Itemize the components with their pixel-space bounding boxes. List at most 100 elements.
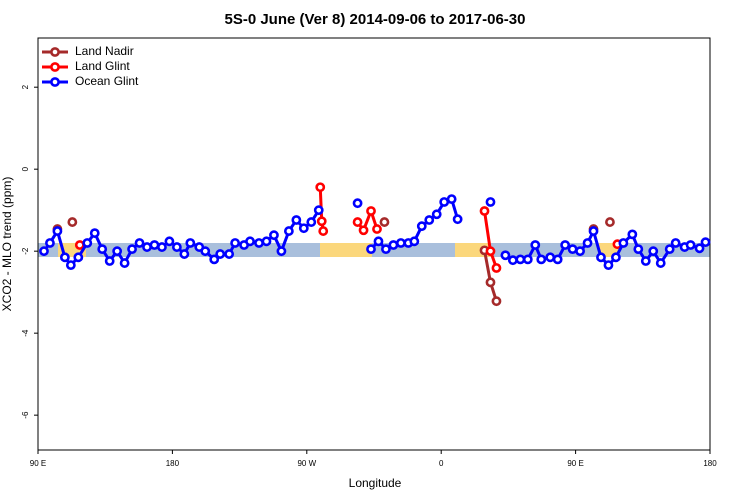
x-tick-label: 90 E bbox=[567, 459, 583, 468]
legend-label: Land Nadir bbox=[75, 44, 134, 58]
point bbox=[611, 252, 621, 263]
legend-marker bbox=[50, 47, 60, 57]
point bbox=[276, 246, 287, 257]
point bbox=[73, 252, 84, 263]
point bbox=[685, 240, 696, 250]
point bbox=[149, 240, 160, 250]
point bbox=[388, 240, 399, 250]
point bbox=[479, 206, 490, 216]
land-band bbox=[320, 243, 372, 257]
series bbox=[39, 194, 711, 271]
point bbox=[142, 242, 152, 252]
point bbox=[536, 254, 547, 265]
x-tick-label: 90 W bbox=[297, 459, 316, 468]
series bbox=[74, 182, 623, 273]
point bbox=[112, 246, 123, 257]
point bbox=[89, 228, 100, 239]
point bbox=[352, 217, 363, 227]
point bbox=[446, 194, 457, 205]
point bbox=[67, 217, 78, 227]
x-tick-label: 0 bbox=[439, 459, 444, 468]
point bbox=[82, 238, 93, 248]
point bbox=[352, 198, 363, 209]
y-tick-label: 2 bbox=[21, 84, 30, 89]
point bbox=[104, 256, 115, 266]
point bbox=[74, 240, 85, 250]
point bbox=[127, 244, 137, 255]
point bbox=[315, 182, 326, 193]
point bbox=[431, 209, 442, 220]
point bbox=[670, 238, 681, 248]
point bbox=[366, 244, 376, 255]
point bbox=[409, 236, 420, 247]
point bbox=[254, 238, 264, 248]
point bbox=[313, 205, 324, 216]
point bbox=[119, 258, 130, 268]
point bbox=[515, 254, 526, 265]
point bbox=[603, 260, 614, 271]
point bbox=[588, 226, 599, 236]
point bbox=[230, 238, 241, 248]
point bbox=[39, 246, 49, 257]
point bbox=[283, 226, 294, 236]
point bbox=[215, 249, 226, 259]
point bbox=[560, 240, 571, 250]
point bbox=[373, 236, 384, 247]
point bbox=[416, 221, 427, 232]
legend-marker bbox=[50, 62, 60, 72]
point bbox=[179, 249, 190, 259]
point bbox=[316, 216, 327, 227]
point bbox=[269, 230, 279, 241]
point bbox=[694, 243, 705, 254]
chart-title: 5S-0 June (Ver 8) 2014-09-06 to 2017-06-… bbox=[224, 11, 525, 28]
point bbox=[582, 238, 593, 248]
point bbox=[358, 225, 369, 236]
point bbox=[395, 238, 406, 248]
point bbox=[379, 217, 390, 227]
point bbox=[575, 246, 585, 257]
point bbox=[209, 254, 220, 265]
point bbox=[200, 246, 211, 257]
point bbox=[424, 215, 435, 225]
point bbox=[45, 238, 55, 248]
point bbox=[65, 260, 76, 271]
point bbox=[545, 252, 556, 263]
point bbox=[485, 277, 496, 288]
series-line bbox=[356, 206, 379, 234]
y-tick-label: -2 bbox=[21, 247, 30, 255]
point bbox=[485, 246, 496, 257]
point bbox=[291, 215, 302, 225]
point bbox=[298, 223, 309, 234]
point bbox=[500, 250, 511, 261]
point bbox=[627, 229, 638, 240]
y-tick-label: -6 bbox=[21, 411, 30, 419]
point bbox=[134, 238, 145, 248]
point bbox=[664, 244, 675, 255]
point bbox=[59, 252, 70, 263]
point bbox=[648, 246, 659, 257]
point bbox=[700, 237, 711, 248]
point bbox=[552, 254, 563, 265]
point bbox=[381, 244, 391, 255]
point bbox=[164, 236, 175, 247]
point bbox=[372, 224, 382, 234]
x-tick-label: 90 E bbox=[30, 459, 46, 468]
point bbox=[618, 238, 629, 248]
legend-label: Ocean Glint bbox=[75, 74, 139, 88]
point bbox=[97, 244, 108, 255]
point bbox=[452, 214, 463, 225]
y-tick-label: 0 bbox=[21, 166, 30, 171]
point bbox=[522, 254, 533, 265]
point bbox=[439, 197, 450, 207]
point bbox=[485, 197, 496, 207]
point bbox=[366, 206, 376, 216]
point bbox=[52, 226, 63, 236]
y-tick-label: -4 bbox=[21, 329, 30, 337]
point bbox=[633, 244, 644, 255]
legend-marker bbox=[50, 77, 60, 87]
point bbox=[171, 242, 182, 252]
legend-label: Land Glint bbox=[75, 59, 130, 73]
point bbox=[507, 255, 518, 266]
